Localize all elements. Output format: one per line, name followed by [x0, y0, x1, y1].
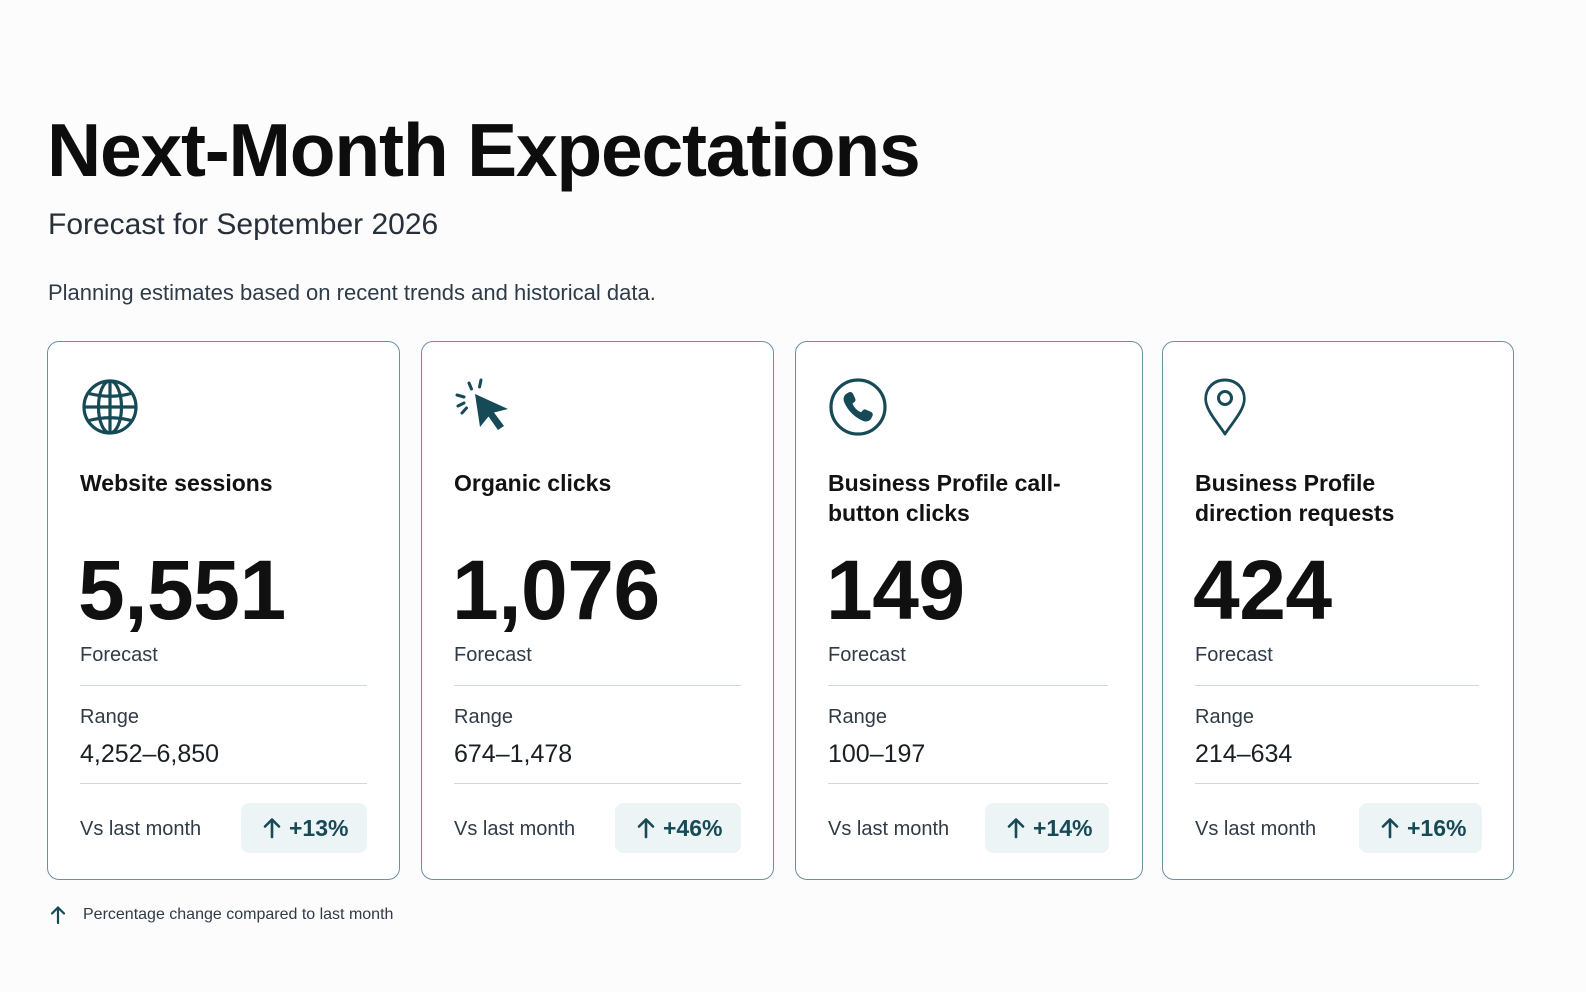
range-value: 100–197 [828, 740, 926, 768]
metric-card-website-sessions: Website sessions 5,551 Forecast Range 4,… [47, 341, 400, 880]
range-value: 4,252–6,850 [80, 740, 220, 768]
change-value: +14% [1033, 815, 1093, 841]
arrow-up-icon [1381, 817, 1399, 839]
range-caption: Range [1195, 706, 1254, 728]
divider [1195, 783, 1479, 784]
compare-caption: Vs last month [454, 818, 576, 840]
change-badge: +46% [615, 803, 741, 853]
cursor-click-icon [454, 377, 514, 437]
metric-value: 1,076 [452, 543, 660, 637]
metric-label: Business Profile direction requests [1195, 470, 1395, 526]
metric-value-caption: Forecast [1195, 644, 1273, 666]
compare-caption: Vs last month [80, 818, 202, 840]
change-value: +46% [663, 815, 723, 841]
metric-value: 149 [826, 543, 965, 637]
metric-value: 424 [1193, 543, 1332, 637]
range-caption: Range [454, 706, 513, 728]
compare-caption: Vs last month [1195, 818, 1317, 840]
divider [80, 685, 367, 686]
metric-card-call-button-clicks: Business Profile call-button clicks 149 … [795, 341, 1143, 880]
change-badge: +14% [985, 803, 1109, 853]
change-badge: +16% [1359, 803, 1482, 853]
divider [828, 783, 1108, 784]
range-value: 214–634 [1195, 740, 1293, 768]
page-description: Planning estimates based on recent trend… [48, 280, 656, 305]
metric-label: Organic clicks [454, 470, 612, 496]
arrow-up-icon [1007, 817, 1025, 839]
page-subtitle: Forecast for September 2026 [48, 208, 439, 241]
divider [454, 685, 741, 686]
change-badge: +13% [241, 803, 367, 853]
metric-label: Business Profile call-button clicks [828, 470, 1061, 526]
range-caption: Range [828, 706, 887, 728]
arrow-up-icon [263, 817, 281, 839]
divider [454, 783, 741, 784]
metric-label: Website sessions [80, 470, 273, 496]
range-caption: Range [80, 706, 139, 728]
page-title: Next-Month Expectations [47, 108, 921, 192]
phone-icon [828, 377, 888, 437]
change-value: +16% [1407, 815, 1467, 841]
divider [1195, 685, 1479, 686]
metric-value-caption: Forecast [828, 644, 906, 666]
arrow-up-icon [637, 817, 655, 839]
compare-caption: Vs last month [828, 818, 950, 840]
change-value: +13% [289, 815, 349, 841]
globe-icon [80, 377, 140, 437]
range-value: 674–1,478 [454, 740, 573, 768]
footnote: Percentage change compared to last month [83, 906, 394, 923]
metric-card-organic-clicks: Organic clicks 1,076 Forecast Range 674–… [421, 341, 774, 880]
arrow-up-icon [50, 905, 66, 925]
metric-value: 5,551 [78, 543, 286, 637]
metric-card-direction-requests: Business Profile direction requests 424 … [1162, 341, 1514, 880]
metric-value-caption: Forecast [80, 644, 158, 666]
metric-value-caption: Forecast [454, 644, 532, 666]
map-pin-icon [1195, 377, 1255, 437]
divider [828, 685, 1108, 686]
divider [80, 783, 367, 784]
